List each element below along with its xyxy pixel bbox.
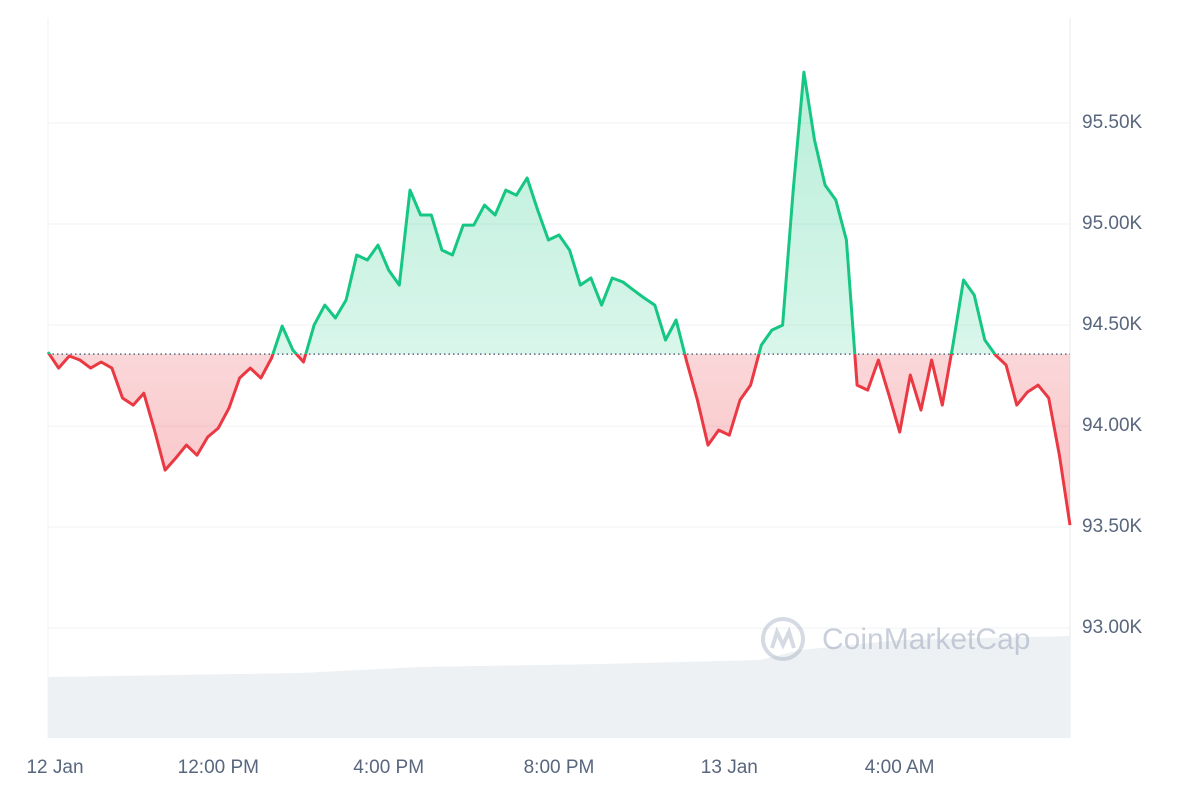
y-tick-label: 93.50K bbox=[1082, 516, 1143, 537]
watermark-logo bbox=[761, 617, 805, 661]
x-tick-label: 12:00 PM bbox=[178, 757, 259, 778]
price-line-down bbox=[47, 354, 1072, 526]
y-tick-label: 95.00K bbox=[1082, 213, 1143, 234]
area-down bbox=[48, 354, 1070, 526]
watermark: CoinMarketCap bbox=[822, 623, 1030, 656]
area-up bbox=[48, 72, 995, 355]
x-tick-label: 12 Jan bbox=[26, 757, 83, 778]
x-tick-label: 13 Jan bbox=[701, 757, 758, 778]
x-tick-label: 4:00 AM bbox=[865, 757, 935, 778]
x-tick-label: 4:00 PM bbox=[353, 757, 424, 778]
y-tick-label: 94.50K bbox=[1082, 314, 1143, 335]
y-tick-label: 93.00K bbox=[1082, 617, 1143, 638]
volume-area bbox=[48, 636, 1070, 738]
price-line-up bbox=[46, 70, 997, 355]
y-tick-label: 95.50K bbox=[1082, 112, 1143, 133]
y-tick-label: 94.00K bbox=[1082, 415, 1143, 436]
x-tick-label: 8:00 PM bbox=[524, 757, 595, 778]
